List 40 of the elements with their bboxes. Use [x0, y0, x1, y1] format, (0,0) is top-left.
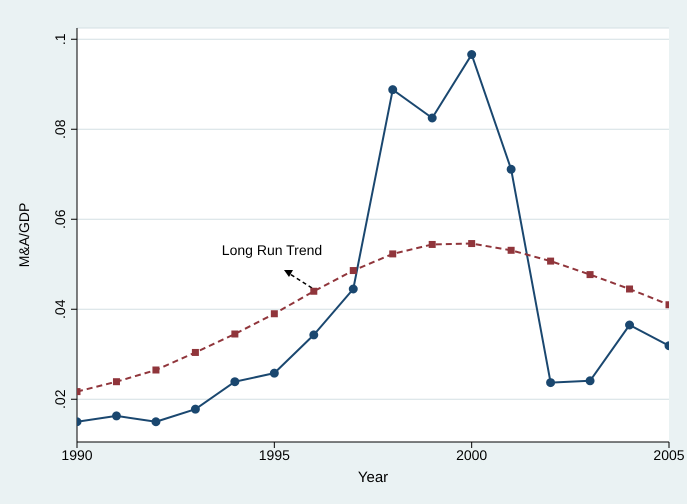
- y-tick-label: .1: [52, 33, 68, 46]
- point: [230, 377, 240, 386]
- point: [270, 368, 279, 378]
- point: [546, 378, 556, 388]
- point: [467, 50, 476, 60]
- point: [348, 284, 358, 294]
- point: [468, 240, 476, 248]
- point: [190, 404, 200, 414]
- y-tick-label: .02: [52, 389, 68, 409]
- point: [506, 164, 516, 174]
- point: [388, 85, 398, 94]
- point: [625, 320, 634, 330]
- point: [508, 246, 515, 254]
- point: [309, 330, 318, 340]
- y-tick-label: .06: [52, 209, 68, 229]
- point: [310, 288, 318, 295]
- x-tick-label: 1990: [61, 446, 93, 463]
- point: [389, 250, 396, 258]
- annotation: Long Run Trend: [222, 242, 322, 258]
- y-tick-label: .04: [52, 299, 68, 319]
- point: [547, 258, 554, 265]
- x-tick-label: 2000: [456, 446, 488, 463]
- point: [350, 267, 357, 274]
- point: [192, 348, 199, 356]
- point: [626, 286, 634, 292]
- x-tick-label: 1995: [258, 446, 290, 463]
- point: [428, 114, 437, 122]
- point: [112, 378, 120, 386]
- point: [151, 417, 160, 426]
- y-axis-title: M&A/GDP: [16, 202, 32, 268]
- x-tick-label: 2005: [653, 446, 685, 463]
- point: [152, 366, 160, 374]
- point: [112, 411, 121, 420]
- point: [231, 330, 238, 338]
- point: [586, 271, 594, 278]
- y-tick-label: .08: [52, 119, 68, 139]
- point: [270, 310, 278, 318]
- point: [428, 240, 436, 248]
- point: [586, 376, 595, 386]
- x-axis-title: Year: [358, 469, 388, 486]
